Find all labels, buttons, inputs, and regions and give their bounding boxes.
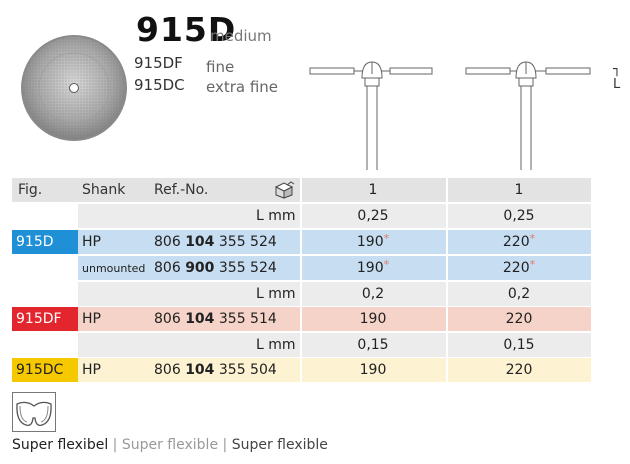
lmm-label: L mm (256, 208, 296, 224)
fig-code: 915DC (12, 358, 78, 382)
header-shank: Shank (82, 182, 126, 198)
price-2: 220 * (502, 231, 536, 251)
price-1: 190 (359, 362, 387, 378)
ref-number: 806 104 355 524 (154, 234, 277, 250)
ref-number: 806 900 355 524 (154, 260, 277, 276)
header-ref: Ref.-No. (154, 182, 209, 198)
lmm-value-1: 0,2 (361, 286, 385, 302)
shank: HP (82, 234, 101, 250)
pack-qty-2: 1 (514, 182, 524, 198)
price-1: 190 * (356, 257, 390, 277)
price-2: 220 * (502, 257, 536, 277)
pack-qty-1: 1 (368, 182, 378, 198)
length-marker: ┐ L (613, 62, 621, 92)
table-row: L mm 0,25 0,25 (12, 204, 591, 228)
variant-grit-2: extra fine (206, 78, 279, 96)
lmm-label: L mm (256, 337, 296, 353)
price-2: 220 (505, 311, 533, 327)
ref-number: 806 104 355 514 (154, 311, 277, 327)
variant-model-2: 915DC (134, 76, 185, 94)
price-1: 190 (359, 311, 387, 327)
technical-drawing (309, 61, 591, 170)
variant-model-1: 915DF (134, 54, 183, 72)
price-1: 190 * (356, 231, 390, 251)
flexible-disc-icon (12, 392, 56, 432)
lmm-value-1: 0,15 (357, 337, 389, 353)
model-grit: medium (210, 27, 272, 45)
shank: unmounted (82, 261, 146, 275)
ref-number: 806 104 355 504 (154, 362, 277, 378)
package-box-icon (269, 178, 299, 202)
lmm-value-2: 0,15 (503, 337, 535, 353)
lmm-label: L mm (256, 286, 296, 302)
lmm-value-2: 0,25 (503, 208, 535, 224)
shank: HP (82, 362, 101, 378)
shank: HP (82, 311, 101, 327)
variant-grit-1: fine (206, 58, 235, 76)
diamond-disc-image (21, 35, 127, 141)
lmm-value-2: 0,2 (507, 286, 531, 302)
model-title: 915D (136, 10, 237, 49)
fig-code: 915D (12, 230, 78, 254)
fig-code: 915DF (12, 307, 78, 331)
header-fig: Fig. (18, 182, 43, 198)
flexibility-label: Super flexibel | Super flexible | Super … (12, 437, 328, 453)
price-2: 220 (505, 362, 533, 378)
lmm-value-1: 0,25 (357, 208, 389, 224)
